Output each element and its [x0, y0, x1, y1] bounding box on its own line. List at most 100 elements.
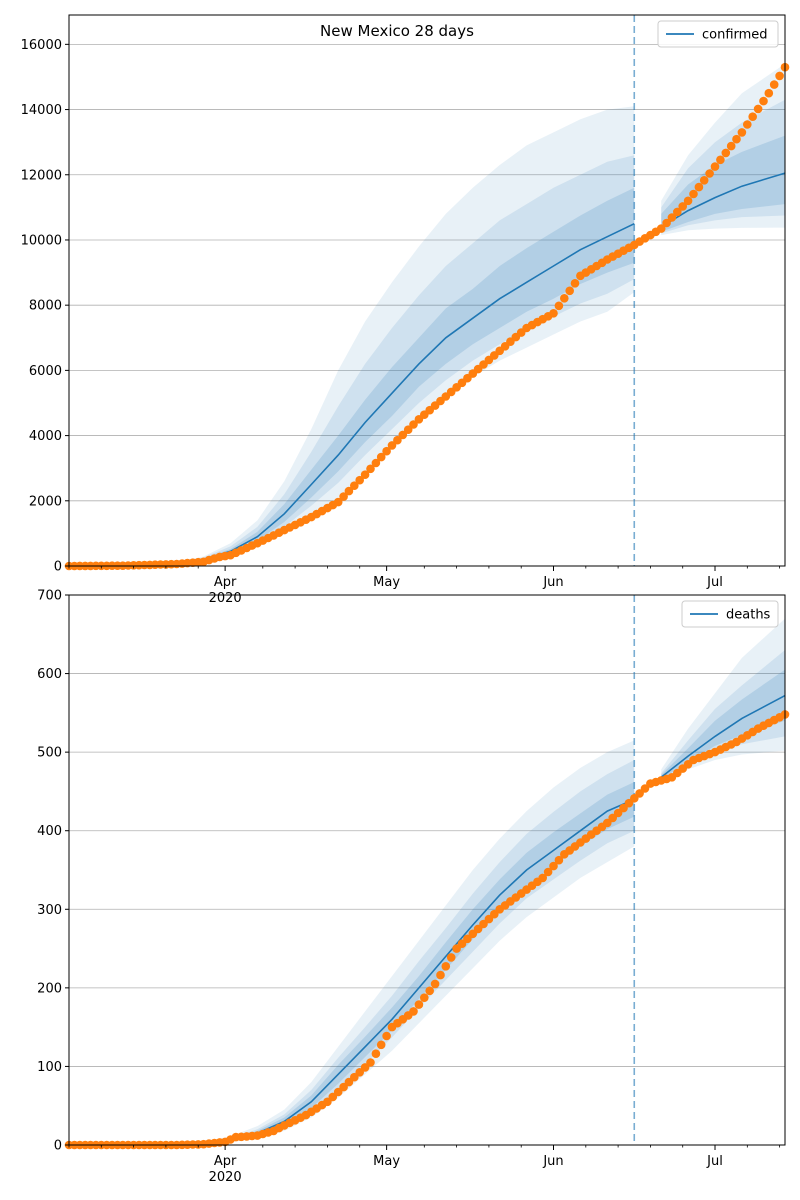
observed-point [360, 470, 370, 480]
uncertainty-band [661, 650, 785, 781]
observed-point [366, 464, 375, 474]
observed-point [759, 96, 768, 106]
x-tick-label: Apr [214, 1154, 237, 1169]
observed-point [414, 1000, 424, 1009]
observed-point [538, 873, 547, 883]
observed-point [726, 141, 736, 151]
observed-point [339, 492, 348, 501]
observed-point [420, 993, 429, 1002]
uncertainty-band [69, 187, 635, 567]
y-tick-label: 8000 [29, 299, 62, 314]
x-tick-year-label: 2020 [209, 1170, 242, 1185]
observed-point [732, 134, 741, 144]
observed-point [549, 861, 558, 871]
observed-point [446, 953, 456, 962]
uncertainty-band [661, 669, 785, 780]
chart-title: New Mexico 28 days [320, 22, 474, 40]
observed-point [398, 430, 408, 440]
x-tick-label: May [373, 1154, 400, 1169]
observed-point [333, 497, 343, 507]
y-tick-label: 2000 [29, 494, 62, 509]
observed-point [376, 1040, 386, 1050]
uncertainty-band [69, 782, 635, 1145]
observed-point [560, 294, 569, 303]
x-tick-label: Apr [214, 575, 237, 590]
observed-point [570, 279, 580, 288]
observed-point [656, 224, 666, 233]
observed-point [371, 1049, 381, 1058]
y-tick-label: 600 [37, 667, 62, 682]
observed-point [705, 169, 714, 178]
observed-point [716, 155, 725, 165]
x-tick-label: May [373, 575, 400, 590]
observed-point [463, 934, 472, 944]
y-tick-label: 500 [37, 746, 62, 761]
y-tick-label: 12000 [21, 168, 62, 183]
x-tick-label: Jun [542, 575, 563, 590]
observed-point [565, 286, 574, 296]
observed-point [764, 88, 774, 98]
observed-point [678, 202, 687, 211]
legend-box [657, 20, 779, 48]
y-tick-label: 200 [37, 981, 62, 996]
observed-point [430, 979, 440, 989]
y-tick-label: 0 [54, 560, 62, 575]
observed-point [403, 425, 413, 435]
observed-point [350, 481, 359, 491]
uncertainty-band [69, 155, 635, 566]
observed-point [376, 452, 386, 462]
observed-point [441, 962, 451, 971]
plot-frame [68, 14, 786, 567]
observed-point [667, 213, 677, 222]
x-tick-label: Jul [706, 1154, 723, 1169]
observed-point [554, 855, 564, 865]
observed-point [549, 309, 558, 318]
observed-point [366, 1058, 375, 1067]
y-tick-label: 16000 [21, 38, 62, 53]
observed-point [748, 112, 757, 121]
observed-point [543, 867, 553, 877]
legend-label: deaths [726, 608, 771, 623]
y-tick-label: 0 [54, 1139, 62, 1154]
observed-point [673, 207, 682, 217]
y-tick-label: 10000 [21, 233, 62, 248]
observed-point [603, 818, 612, 828]
uncertainty-band [69, 106, 635, 567]
confirmed-panel: 0 2000 4000 6000 8000 10000 12000 14000 16000 Apr… [21, 14, 790, 606]
y-tick-label: 400 [37, 824, 62, 839]
observed-point [662, 218, 671, 228]
legend-label: confirmed [702, 28, 768, 43]
observed-point [425, 986, 435, 996]
observed-point [554, 301, 564, 311]
observed-point [710, 162, 720, 171]
x-tick-label: Jun [542, 1154, 563, 1169]
y-tick-label: 700 [37, 589, 62, 604]
y-tick-label: 6000 [29, 364, 62, 379]
observed-point [694, 182, 704, 192]
model-line [660, 172, 786, 228]
observed-point [382, 1031, 391, 1041]
observed-point [683, 196, 693, 206]
uncertainty-band [69, 740, 635, 1145]
observed-point [737, 128, 747, 137]
x-tick-year-label: 2020 [209, 591, 242, 606]
observed-point [382, 446, 391, 456]
observed-point [371, 458, 381, 468]
uncertainty-band [69, 760, 635, 1145]
observed-point [344, 486, 354, 496]
x-tick-label: Jul [706, 575, 723, 590]
observed-point [769, 80, 779, 89]
y-tick-label: 14000 [21, 103, 62, 118]
observed-point [409, 1007, 418, 1016]
model-line [660, 694, 786, 778]
y-tick-label: 300 [37, 903, 62, 918]
observed-point [355, 475, 365, 485]
uncertainty-band [661, 135, 785, 232]
observed-point [436, 970, 445, 980]
uncertainty-band [661, 618, 785, 782]
observed-point [753, 104, 763, 114]
observed-point [393, 435, 402, 445]
